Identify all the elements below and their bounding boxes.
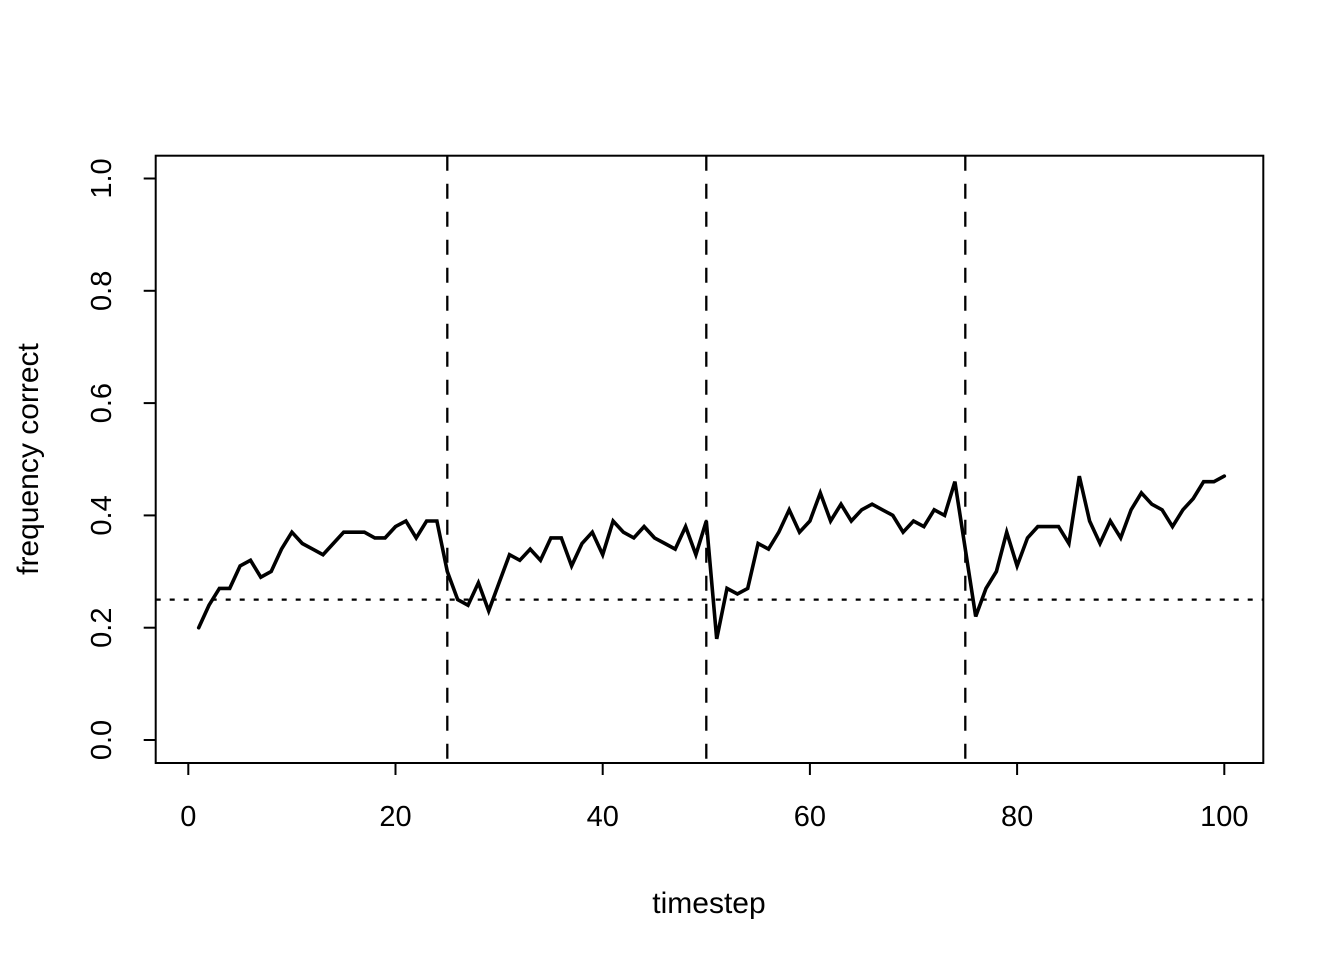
x-tick-label: 100 — [1200, 801, 1248, 833]
plot-box — [154, 154, 1265, 764]
y-tick-label: 0.0 — [86, 720, 118, 760]
y-axis-title: frequency correct — [12, 342, 45, 574]
y-tick-label: 0.6 — [86, 383, 118, 423]
x-tick-label: 80 — [1001, 801, 1033, 833]
frequency-correct-line — [196, 474, 1227, 640]
x-tick-label: 20 — [379, 801, 411, 833]
x-tick-label: 40 — [587, 801, 619, 833]
y-tick-label: 1.0 — [86, 158, 118, 198]
y-tick-label: 0.2 — [86, 608, 118, 648]
x-tick-label: 60 — [794, 801, 826, 833]
x-axis-title: timestep — [652, 887, 765, 920]
y-tick-label: 0.4 — [86, 495, 118, 535]
y-tick-label: 0.8 — [86, 271, 118, 311]
x-tick-label: 0 — [180, 801, 196, 833]
